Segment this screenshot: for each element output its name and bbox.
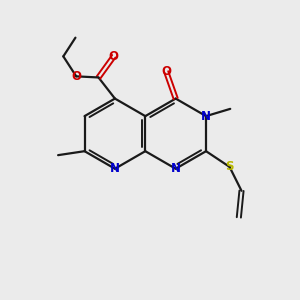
Text: N: N [110,162,120,175]
Text: S: S [225,160,234,173]
Text: N: N [201,110,211,123]
Text: O: O [71,70,81,83]
Text: N: N [171,162,181,175]
Text: O: O [109,50,119,63]
Text: O: O [161,65,171,79]
